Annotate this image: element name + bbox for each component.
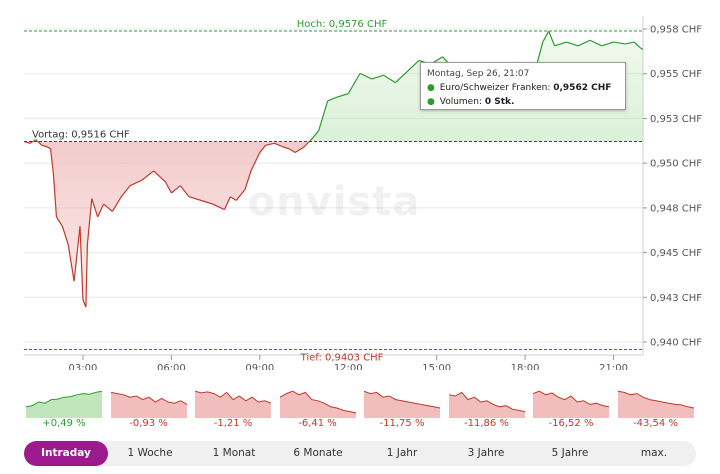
mini-chart-2[interactable]: -0,93 %: [109, 376, 187, 432]
mini-chart-7[interactable]: -16,52 %: [531, 376, 609, 432]
period-overview: +0,49 % -0,93 % -1,21 % -6,41 % -11,75 % -11,…: [24, 376, 696, 432]
tab-1-monat[interactable]: 1 Monat: [212, 447, 256, 459]
mini-chart-change: -1,21 %: [213, 418, 253, 429]
high-label: Hoch: 0,9576 CHF: [297, 19, 388, 30]
tab-1-woche[interactable]: 1 Woche: [127, 447, 173, 459]
bullet-icon: ●: [427, 97, 435, 107]
mini-chart-svg: [195, 390, 271, 418]
x-tick-label: 21:00: [599, 363, 628, 370]
tab-max[interactable]: max.: [640, 447, 668, 459]
watermark: onvista: [248, 179, 421, 225]
mini-chart-line: [364, 390, 440, 409]
tab-3-jahre[interactable]: 3 Jahre: [467, 447, 505, 459]
mini-chart-3[interactable]: -1,21 %: [193, 376, 271, 432]
y-tick-label: 0,958 CHF: [650, 25, 702, 36]
mini-chart-1[interactable]: +0,49 %: [24, 376, 102, 432]
mini-chart-line: [26, 390, 102, 408]
mini-chart-6[interactable]: -11,86 %: [447, 376, 525, 432]
mini-chart-line: [617, 390, 694, 409]
y-axis-ticks: 0,958 CHF 0,955 CHF 0,953 CHF 0,950 CHF 0,94…: [643, 25, 702, 349]
tab-5-jahre[interactable]: 5 Jahre: [551, 447, 589, 459]
tooltip-pair-row: ● Euro/Schweizer Franken: 0,9562 CHF: [427, 81, 619, 95]
mini-chart-line: [533, 390, 609, 408]
mini-chart-area: [617, 391, 694, 418]
mini-chart-area: [279, 391, 356, 418]
mini-chart-change: -0,93 %: [129, 418, 168, 429]
x-tick-label: 06:00: [157, 363, 186, 370]
y-tick-label: 0,955 CHF: [650, 69, 702, 80]
mini-chart-svg: [617, 390, 694, 418]
area-below-previous-close: [24, 141, 643, 308]
mini-chart-svg: [533, 390, 609, 418]
bullet-icon: ●: [427, 83, 435, 93]
mini-chart-change: -11,86 %: [464, 418, 509, 429]
x-tick-label: 03:00: [69, 363, 98, 370]
mini-chart-8[interactable]: -43,54 %: [616, 376, 694, 432]
mini-chart-svg: [110, 391, 187, 418]
mini-chart-svg: [448, 391, 525, 418]
tooltip-pair-label: Euro/Schweizer Franken:: [439, 83, 551, 93]
tooltip-volume-value: 0 Stk.: [484, 97, 515, 107]
reference-lines: Hoch: 0,9576 CHF Vortag: 0,9516 CHF Tief: …: [24, 19, 643, 363]
y-tick-label: 0,950 CHF: [650, 159, 702, 170]
mini-chart-line: [279, 390, 356, 414]
mini-chart-area: [448, 392, 525, 418]
mini-chart-change: -6,41 %: [298, 418, 337, 429]
x-tick-label: 12:00: [334, 363, 363, 370]
tooltip-date: Montag, Sep 26, 21:07: [427, 69, 530, 79]
mini-chart-5[interactable]: -11,75 %: [362, 376, 440, 432]
mini-chart-change: -16,52 %: [548, 418, 594, 429]
tooltip-volume-row: ● Volumen: 0 Stk.: [427, 95, 619, 109]
tab-6-monate[interactable]: 6 Monate: [293, 447, 343, 459]
mini-chart-change: +0,49 %: [42, 418, 86, 429]
chart-areas: [24, 31, 643, 308]
mini-chart-change: -43,54 %: [633, 418, 678, 429]
price-chart[interactable]: Hoch: 0,9576 CHF Vortag: 0,9516 CHF Tief: …: [0, 0, 720, 370]
x-tick-label: 18:00: [511, 363, 540, 370]
tab-1-jahr[interactable]: 1 Jahr: [386, 447, 418, 459]
area-above-previous-close: [32, 31, 643, 142]
mini-chart-area: [533, 391, 609, 418]
low-label: Tief: 0,9403 CHF: [300, 352, 384, 363]
x-tick-label: 09:00: [245, 363, 274, 370]
y-tick-label: 0,943 CHF: [650, 293, 702, 304]
mini-chart-area: [364, 391, 440, 418]
y-tick-label: 0,940 CHF: [650, 338, 702, 349]
mini-chart-line: [195, 390, 271, 404]
y-tick-label: 0,953 CHF: [650, 114, 702, 125]
price-tooltip: Montag, Sep 26, 21:07 ● Euro/Schweizer F…: [420, 62, 626, 110]
period-tabs: Intraday 1 Woche 1 Monat 6 Monate 1 Jahr 3 Ja…: [24, 441, 696, 466]
price-line-down: [23, 140, 310, 308]
y-tick-label: 0,948 CHF: [650, 203, 702, 214]
mini-chart-line: [448, 391, 525, 413]
mini-chart-area: [26, 391, 102, 418]
mini-chart-line: [110, 391, 187, 405]
previous-close-label: Vortag: 0,9516 CHF: [32, 129, 130, 140]
x-axis-ticks: 03:00 06:00 09:00 12:00 15:00 18:00 21:00: [69, 355, 628, 370]
tab-intraday[interactable]: Intraday: [24, 441, 108, 466]
y-tick-label: 0,945 CHF: [650, 248, 702, 259]
mini-chart-4[interactable]: -6,41 %: [278, 376, 356, 432]
mini-chart-area: [110, 392, 187, 418]
mini-chart-svg: [26, 390, 102, 418]
mini-chart-area: [195, 391, 271, 418]
mini-chart-change: -11,75 %: [379, 418, 425, 429]
tooltip-volume-label: Volumen:: [439, 97, 482, 107]
mini-chart-svg: [279, 390, 356, 418]
tooltip-pair-value: 0,9562 CHF: [553, 83, 612, 93]
x-tick-label: 15:00: [422, 363, 451, 370]
mini-chart-svg: [364, 390, 440, 418]
